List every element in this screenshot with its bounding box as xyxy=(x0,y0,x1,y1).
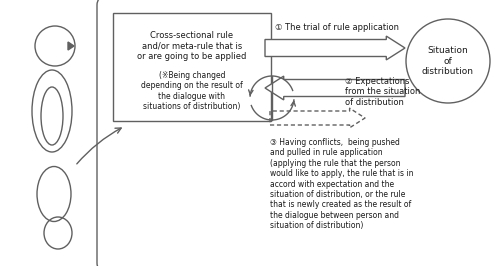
Text: (※Being changed
depending on the result of
the dialogue with
situations of distr: (※Being changed depending on the result … xyxy=(141,71,243,111)
Polygon shape xyxy=(265,76,405,100)
Text: ③ Having conflicts,  being pushed
and pulled in rule application
(applying the r: ③ Having conflicts, being pushed and pul… xyxy=(270,138,414,230)
FancyBboxPatch shape xyxy=(113,13,271,121)
Polygon shape xyxy=(265,36,405,60)
Text: ① The trial of rule application: ① The trial of rule application xyxy=(275,23,399,32)
FancyBboxPatch shape xyxy=(97,0,500,266)
Polygon shape xyxy=(68,42,74,50)
Text: Cross-sectional rule
and/or meta-rule that is
or are going to be applied: Cross-sectional rule and/or meta-rule th… xyxy=(138,31,246,61)
Text: ② Expectations
from the situation
of distribution: ② Expectations from the situation of dis… xyxy=(345,77,420,107)
Text: Situation
of
distribution: Situation of distribution xyxy=(422,46,474,76)
